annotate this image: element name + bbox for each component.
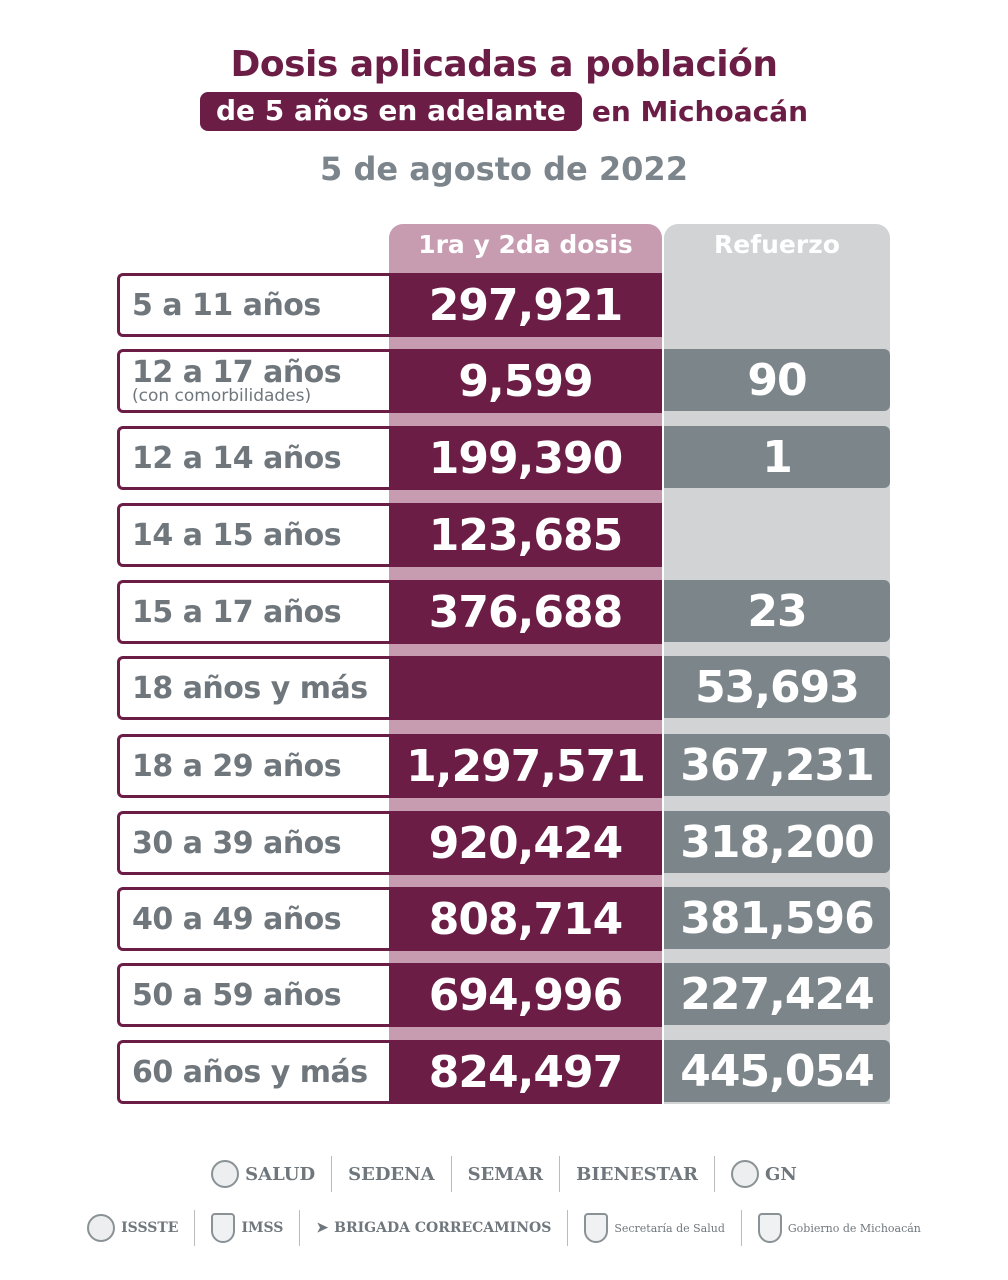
salud-logo: SALUD: [195, 1156, 333, 1192]
institution-logos-row-1: SALUD SEDENA SEMAR BIENESTAR GN: [0, 1152, 1008, 1196]
booster-value: 53,693: [664, 656, 890, 718]
dose-column-header: 1ra y 2da dosis: [418, 230, 633, 259]
report-date: 5 de agosto de 2022: [320, 150, 688, 188]
dose-value: [389, 656, 662, 720]
age-group-label: 50 a 59 años: [117, 963, 390, 1027]
dose-value: 1,297,571: [389, 734, 662, 798]
age-group-label: 18 a 29 años: [117, 734, 390, 798]
dose-value: 199,390: [389, 426, 662, 490]
gobierno-michoacan-logo: Gobierno de Michoacán: [742, 1210, 937, 1246]
brigada-correcaminos-logo: ➤ BRIGADA CORRECAMINOS: [300, 1210, 569, 1246]
bienestar-logo: BIENESTAR: [560, 1156, 716, 1192]
table-row: 5 a 11 años 297,921: [117, 273, 890, 337]
booster-value: 445,054: [664, 1040, 890, 1102]
booster-value: [664, 503, 890, 565]
dose-value: 824,497: [389, 1040, 662, 1104]
semar-logo: SEMAR: [452, 1156, 561, 1192]
mexico-seal-icon: [211, 1160, 240, 1188]
subtitle-pill: de 5 años en adelante: [199, 92, 582, 131]
booster-column-header: Refuerzo: [714, 230, 840, 259]
table-row: 18 a 29 años 1,297,571 367,231: [117, 734, 890, 798]
booster-value: 23: [664, 580, 890, 642]
booster-value: 1: [664, 426, 890, 488]
booster-value: [664, 273, 890, 335]
table-row: 18 años y más 53,693: [117, 656, 890, 720]
table-row: 14 a 15 años 123,685: [117, 503, 890, 567]
booster-value: 227,424: [664, 963, 890, 1025]
age-group-label: 12 a 14 años: [117, 426, 390, 490]
age-group-label: 12 a 17 años (con comorbilidades): [117, 349, 390, 413]
table-row: 40 a 49 años 808,714 381,596: [117, 887, 890, 951]
michoacan-shield-icon: [584, 1213, 609, 1243]
issste-icon: [87, 1214, 116, 1242]
booster-value: 367,231: [664, 734, 890, 796]
dose-value: 920,424: [389, 811, 662, 875]
table-row: 60 años y más 824,497 445,054: [117, 1040, 890, 1104]
age-group-label: 18 años y más: [117, 656, 390, 720]
age-group-note: (con comorbilidades): [132, 385, 312, 406]
imss-logo: IMSS: [195, 1210, 301, 1246]
table-row: 12 a 17 años (con comorbilidades) 9,599 …: [117, 349, 890, 413]
dose-value: 9,599: [389, 349, 662, 413]
age-group-label: 60 años y más: [117, 1040, 390, 1104]
dose-value: 808,714: [389, 887, 662, 951]
booster-value: 90: [664, 349, 890, 411]
table-row: 30 a 39 años 920,424 318,200: [117, 811, 890, 875]
table-row: 12 a 14 años 199,390 1: [117, 426, 890, 490]
dose-value: 376,688: [389, 580, 662, 644]
dose-value: 123,685: [389, 503, 662, 567]
age-group-label: 30 a 39 años: [117, 811, 390, 875]
booster-value: 381,596: [664, 887, 890, 949]
page-title: Dosis aplicadas a población: [230, 44, 778, 85]
dose-value: 694,996: [389, 963, 662, 1027]
age-group-label: 14 a 15 años: [117, 503, 390, 567]
booster-value: 318,200: [664, 811, 890, 873]
table-row: 50 a 59 años 694,996 227,424: [117, 963, 890, 1027]
table-row: 15 a 17 años 376,688 23: [117, 580, 890, 644]
age-group-label: 15 a 17 años: [117, 580, 390, 644]
subtitle-rest: en Michoacán: [591, 95, 809, 128]
sedena-logo: SEDENA: [332, 1156, 452, 1192]
age-group-label: 5 a 11 años: [117, 273, 390, 337]
guardia-nacional-seal-icon: [731, 1160, 760, 1188]
dose-value: 297,921: [389, 273, 662, 337]
roadrunner-icon: ➤: [316, 1220, 329, 1236]
secretaria-salud-logo: Secretaría de Salud: [568, 1210, 742, 1246]
age-group-label: 40 a 49 años: [117, 887, 390, 951]
gn-logo: GN: [715, 1156, 813, 1192]
page-subtitle: de 5 años en adelante en Michoacán: [0, 92, 1008, 131]
issste-logo: ISSSTE: [71, 1210, 196, 1246]
michoacan-crest-icon: [757, 1213, 782, 1243]
imss-icon: [211, 1213, 236, 1243]
institution-logos-row-2: ISSSTE IMSS ➤ BRIGADA CORRECAMINOS Secret…: [0, 1206, 1008, 1250]
